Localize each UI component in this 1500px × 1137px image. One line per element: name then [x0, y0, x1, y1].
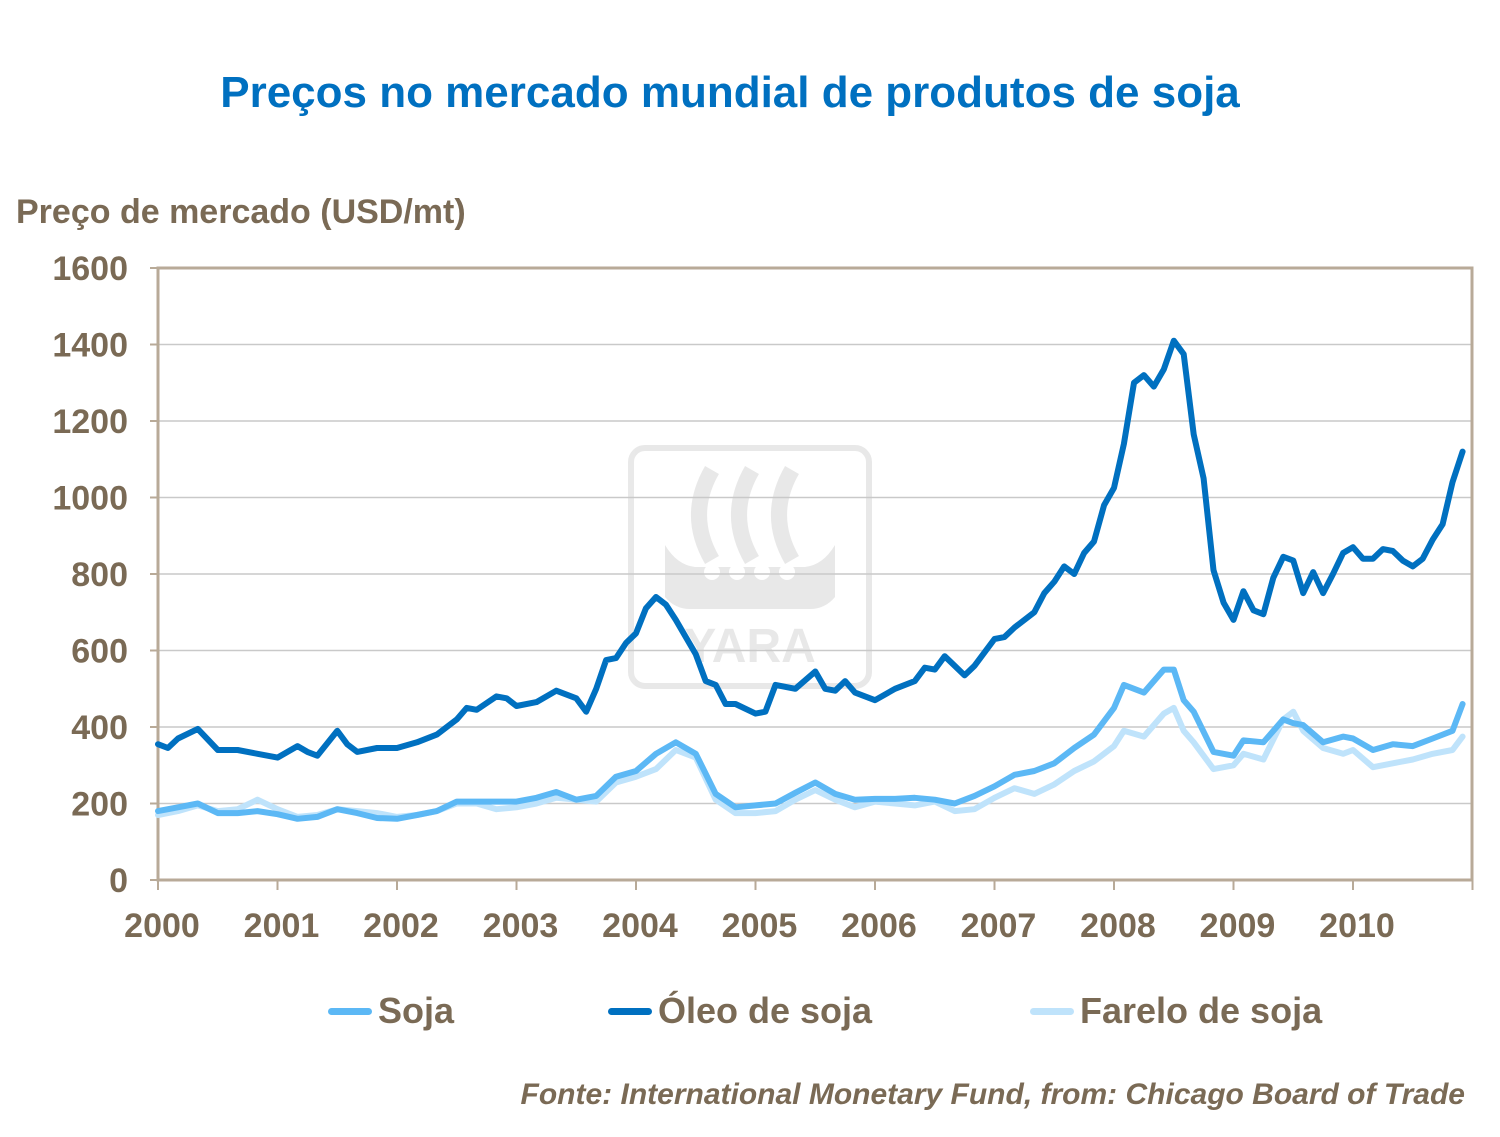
y-tick-label: 600 [71, 633, 128, 671]
axes: 0 200 400 600 800 1000 1200 1400 1600 2000 2001 200… [52, 250, 1474, 945]
x-tick-label: 2000 [124, 907, 200, 945]
x-tick-label: 2004 [602, 907, 678, 945]
series-line-oleo-de-soja [155, 337, 1466, 761]
legend-label-farelo-de-soja: Farelo de soja [1080, 990, 1323, 1031]
x-tick-label: 2001 [244, 907, 320, 945]
legend-swatch-soja [328, 1007, 372, 1015]
x-tick-label: 2003 [483, 907, 559, 945]
x-tick-label: 2002 [363, 907, 439, 945]
legend: Soja Óleo de soja Farelo de soja [0, 990, 1500, 1040]
y-tick-label: 1400 [52, 327, 128, 365]
series-line-farelo-de-soja [155, 704, 1466, 820]
legend-item-oleo-de-soja: Óleo de soja [608, 990, 872, 1032]
y-tick-label: 400 [71, 709, 128, 747]
x-tick-label: 2006 [841, 907, 917, 945]
series-line-soja [155, 666, 1466, 822]
y-tick-label: 1200 [52, 403, 128, 441]
gridlines [158, 343, 1472, 805]
legend-swatch-oleo-de-soja [608, 1007, 652, 1015]
chart-title: Preços no mercado mundial de produtos de… [220, 68, 1240, 117]
legend-item-farelo-de-soja: Farelo de soja [1030, 990, 1322, 1032]
x-tick-label: 2010 [1319, 907, 1395, 945]
source-note: Fonte: International Monetary Fund, from… [520, 1078, 1465, 1111]
legend-item-soja: Soja [328, 990, 454, 1032]
x-tick-label: 2007 [961, 907, 1037, 945]
y-tick-label: 0 [109, 862, 128, 900]
legend-swatch-farelo-de-soja [1030, 1007, 1074, 1015]
legend-label-soja: Soja [378, 990, 455, 1031]
yara-watermark-logo: YARA [628, 445, 872, 689]
series-lines [155, 337, 1466, 822]
y-tick-label: 200 [71, 786, 128, 824]
y-tick-label: 800 [71, 556, 128, 594]
y-tick-label: 1000 [52, 480, 128, 518]
watermark-text: YARA [684, 620, 816, 673]
x-tick-label: 2009 [1200, 907, 1276, 945]
legend-label-oleo-de-soja: Óleo de soja [658, 990, 873, 1031]
x-tick-label: 2008 [1080, 907, 1156, 945]
x-tick-label: 2005 [722, 907, 798, 945]
y-axis-label: Preço de mercado (USD/mt) [16, 193, 466, 231]
y-tick-label: 1600 [52, 250, 128, 288]
